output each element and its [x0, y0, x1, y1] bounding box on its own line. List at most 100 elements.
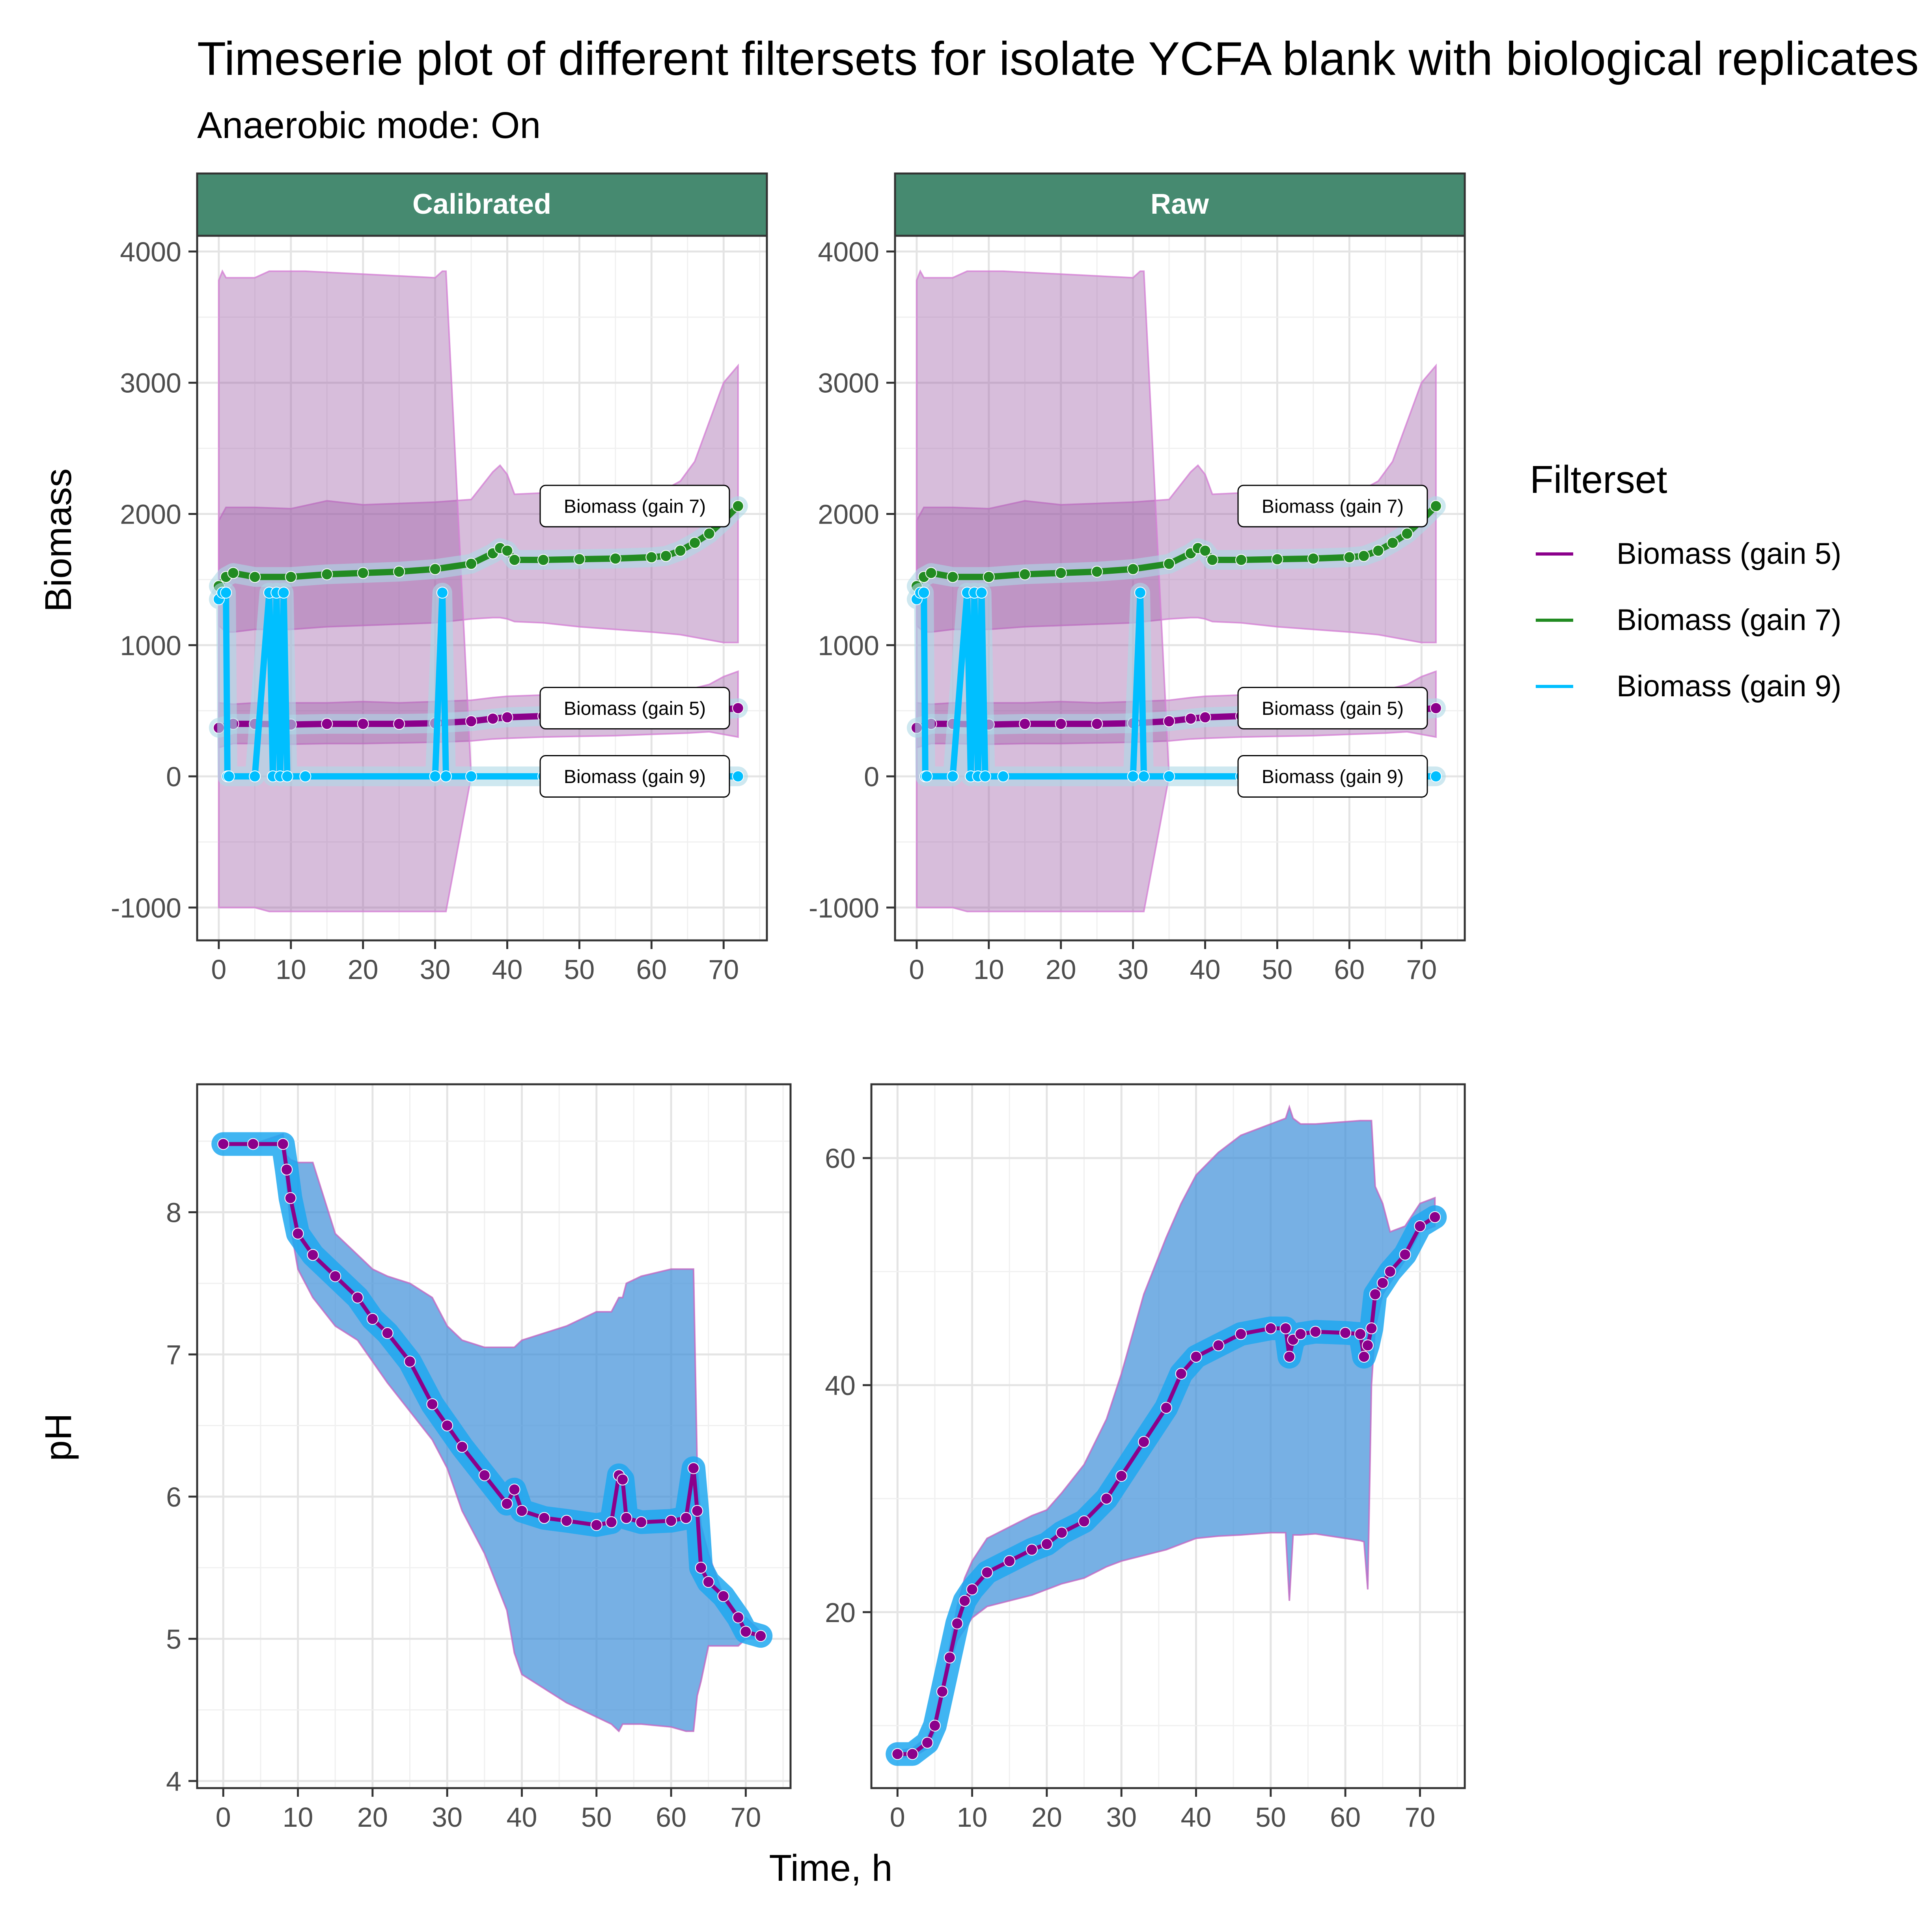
x-tick-label: 40 [507, 1802, 537, 1833]
legend-item: Biomass (gain 5) [1536, 537, 1841, 571]
data-point [635, 1516, 647, 1528]
data-point [925, 567, 937, 579]
data-point [979, 770, 991, 783]
data-point [983, 571, 995, 583]
x-tick-label: 70 [1404, 1802, 1435, 1833]
series-label-text: Biomass (gain 9) [1262, 766, 1404, 787]
data-point [1163, 715, 1175, 727]
chart-title: Timeserie plot of different filtersets f… [197, 32, 1919, 85]
series-line [897, 1215, 1436, 1756]
data-point [429, 770, 441, 783]
data-point [1019, 568, 1031, 580]
y-tick-label: 1000 [818, 630, 879, 661]
y-tick-label: 2000 [120, 499, 181, 530]
data-point [501, 545, 513, 557]
data-point [1026, 1544, 1038, 1556]
data-point [947, 770, 959, 783]
data-point [1175, 1368, 1187, 1380]
x-tick-label: 40 [1181, 1802, 1212, 1833]
x-tick-label: 70 [1406, 954, 1437, 985]
y-tick-label: 4000 [120, 237, 181, 267]
data-point [1279, 1322, 1292, 1334]
y-tick-label: 2000 [818, 499, 879, 530]
data-point [1206, 554, 1218, 566]
data-point [1127, 770, 1139, 783]
data-point [1184, 712, 1197, 725]
facet-strip-raw: Raw [894, 172, 1466, 237]
plot-area [886, 1104, 1447, 1766]
data-point [959, 1594, 971, 1607]
x-tick-label: 70 [708, 954, 739, 985]
x-tick-label: 0 [890, 1802, 905, 1833]
y-tick-label: -1000 [809, 893, 879, 923]
x-tick-label: 10 [957, 1802, 988, 1833]
data-point [537, 554, 549, 566]
facet-strip-calibrated: Calibrated [196, 172, 768, 237]
data-point [1003, 1555, 1016, 1567]
x-tick-label: 20 [1046, 954, 1076, 985]
data-point [617, 1473, 629, 1486]
y-tick-label: 0 [166, 761, 181, 792]
data-point [1384, 1266, 1396, 1278]
x-tick-label: 60 [636, 954, 667, 985]
y-tick-label: 0 [864, 761, 879, 792]
x-tick-label: 30 [432, 1802, 462, 1833]
y-tick-label: 4 [166, 1766, 181, 1797]
x-tick-label: 50 [1262, 954, 1292, 985]
series-label-text: Biomass (gain 7) [564, 496, 706, 517]
data-point [1138, 770, 1150, 783]
data-point [501, 1497, 513, 1510]
data-point [732, 770, 744, 783]
data-point [944, 1651, 956, 1663]
data-point [478, 1469, 490, 1481]
x-tick-label: 60 [1330, 1802, 1361, 1833]
data-point [381, 1327, 393, 1339]
data-point [281, 770, 293, 783]
legend-title: Filterset [1530, 458, 1667, 501]
data-point [975, 587, 988, 599]
panel-border [870, 1083, 1466, 1789]
panel-border [894, 235, 1466, 942]
data-point [1091, 565, 1103, 578]
data-point [393, 565, 405, 578]
x-tick-label: 10 [973, 954, 1004, 985]
data-point [1212, 1339, 1225, 1352]
data-point [277, 1138, 289, 1150]
data-point [501, 711, 513, 724]
panel-ph-calibrated: 0 10 20 30 40 50 60 70 4 5 6 7 8 [166, 1083, 792, 1833]
data-point [508, 554, 520, 566]
data-point [426, 1398, 438, 1410]
series-label-box: Biomass (gain 9) [539, 755, 730, 798]
data-point [1199, 711, 1211, 724]
data-point [393, 718, 405, 730]
data-point [620, 1512, 632, 1524]
data-point [689, 537, 701, 549]
data-point [687, 1462, 699, 1474]
y-tick-label: 20 [825, 1597, 856, 1628]
data-point [1138, 1436, 1150, 1448]
data-point [299, 770, 311, 783]
data-point [1235, 1328, 1247, 1340]
data-point [691, 1505, 703, 1517]
data-point [249, 571, 261, 583]
data-point [918, 587, 930, 599]
data-point [1055, 718, 1067, 730]
data-point [981, 1566, 993, 1578]
data-point [357, 567, 369, 579]
data-point [1361, 1339, 1374, 1352]
data-point [1429, 1211, 1441, 1223]
data-point [1358, 1350, 1370, 1363]
data-point [702, 1576, 714, 1588]
data-point [1283, 1350, 1296, 1363]
x-tick-label: 10 [283, 1802, 313, 1833]
data-point [223, 770, 235, 783]
data-point [1307, 552, 1319, 565]
x-tick-label: 50 [581, 1802, 612, 1833]
x-tick-label: 0 [216, 1802, 231, 1833]
legend-label: Biomass (gain 9) [1617, 669, 1841, 703]
series-label-box: Biomass (gain 7) [539, 485, 730, 528]
legend-item: Biomass (gain 7) [1536, 603, 1841, 637]
data-point [921, 770, 933, 783]
x-tick-label: 60 [656, 1802, 686, 1833]
